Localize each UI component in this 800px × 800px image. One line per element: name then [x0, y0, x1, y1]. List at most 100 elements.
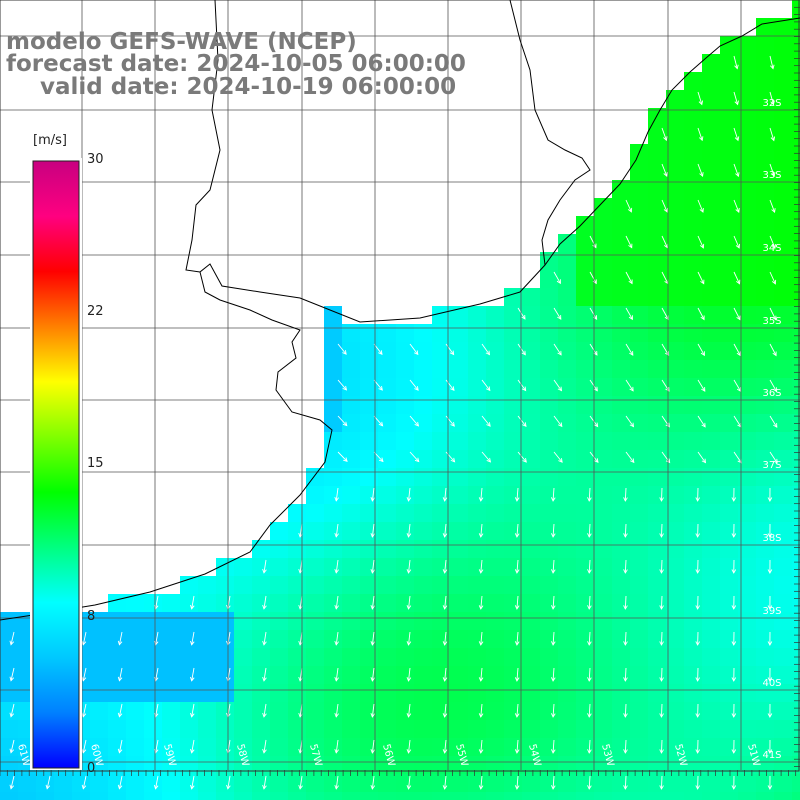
wind-cell — [180, 594, 198, 612]
wind-cell — [612, 558, 630, 576]
wind-arrow — [406, 631, 412, 646]
wind-cell — [684, 432, 702, 450]
wind-cell — [738, 648, 756, 666]
wind-cell — [738, 612, 756, 630]
wind-cell — [324, 414, 342, 432]
wind-cell — [666, 666, 684, 684]
wind-cell — [576, 252, 594, 270]
wind-cell — [162, 720, 180, 738]
wind-cell — [756, 468, 774, 486]
wind-cell — [630, 684, 648, 702]
wind-cell — [630, 702, 648, 720]
wind-cell — [738, 594, 756, 612]
wind-cell — [648, 558, 666, 576]
wind-cell — [324, 558, 342, 576]
wind-cell — [792, 270, 800, 288]
wind-cell — [756, 324, 774, 342]
wind-cell — [774, 684, 792, 702]
wind-cell — [738, 180, 756, 198]
wind-cell — [198, 576, 216, 594]
wind-cell — [36, 774, 54, 792]
wind-cell — [288, 666, 306, 684]
wind-cell — [774, 630, 792, 648]
wind-cell — [522, 396, 540, 414]
wind-cell — [216, 792, 234, 800]
wind-cell — [432, 756, 450, 774]
wind-cell — [774, 756, 792, 774]
wind-cell — [684, 450, 702, 468]
wind-cell — [540, 378, 558, 396]
wind-cell — [378, 342, 396, 360]
wind-cell — [738, 360, 756, 378]
wind-cell — [558, 756, 576, 774]
wind-arrow — [661, 343, 670, 356]
wind-cell — [414, 630, 432, 648]
wind-cell — [18, 774, 36, 792]
wind-arrow — [514, 631, 520, 646]
wind-cell — [144, 684, 162, 702]
wind-cell — [702, 450, 720, 468]
wind-cell — [756, 414, 774, 432]
wind-cell — [684, 162, 702, 180]
wind-cell — [720, 486, 738, 504]
wind-cell — [288, 594, 306, 612]
wind-cell — [594, 306, 612, 324]
wind-cell — [720, 54, 738, 72]
wind-arrow — [262, 775, 267, 790]
wind-cell — [414, 324, 432, 342]
wind-cell — [486, 468, 504, 486]
wind-cell — [756, 396, 774, 414]
wind-cell — [666, 234, 684, 252]
wind-cell — [738, 720, 756, 738]
wind-cell — [396, 432, 414, 450]
wind-cell — [216, 630, 234, 648]
wind-cell — [702, 108, 720, 126]
wind-cell — [720, 774, 738, 792]
wind-cell — [648, 468, 666, 486]
wind-cell — [612, 414, 630, 432]
wind-cell — [594, 504, 612, 522]
wind-arrow — [406, 559, 412, 574]
wind-cell — [684, 360, 702, 378]
wind-arrow — [623, 775, 628, 790]
wind-cell — [540, 432, 558, 450]
wind-cell — [792, 630, 800, 648]
wind-cell — [666, 504, 684, 522]
wind-cell — [612, 306, 630, 324]
wind-cell — [738, 234, 756, 252]
wind-cell — [360, 792, 378, 800]
wind-cell — [468, 396, 486, 414]
wind-cell — [432, 666, 450, 684]
wind-cell — [126, 720, 144, 738]
wind-cell — [504, 468, 522, 486]
wind-cell — [648, 216, 666, 234]
wind-cell — [162, 648, 180, 666]
wind-cell — [324, 684, 342, 702]
wind-cell — [342, 648, 360, 666]
wind-cell — [720, 108, 738, 126]
wind-arrow — [337, 343, 347, 355]
wind-cell — [378, 378, 396, 396]
wind-arrow — [478, 559, 484, 574]
wind-cell — [612, 396, 630, 414]
wind-cell — [792, 36, 800, 54]
wind-cell — [540, 684, 558, 702]
wind-cell — [738, 108, 756, 126]
wind-cell — [18, 792, 36, 800]
wind-cell — [342, 468, 360, 486]
wind-cell — [198, 612, 216, 630]
wind-cell — [342, 432, 360, 450]
wind-cell — [738, 342, 756, 360]
wind-cell — [144, 792, 162, 800]
wind-cell — [414, 558, 432, 576]
wind-cell — [324, 666, 342, 684]
wind-cell — [774, 792, 792, 800]
wind-arrow — [334, 631, 339, 646]
wind-cell — [252, 792, 270, 800]
wind-cell — [324, 720, 342, 738]
wind-arrow — [9, 775, 15, 790]
wind-cell — [288, 576, 306, 594]
wind-arrow — [587, 703, 592, 718]
wind-cell — [702, 738, 720, 756]
